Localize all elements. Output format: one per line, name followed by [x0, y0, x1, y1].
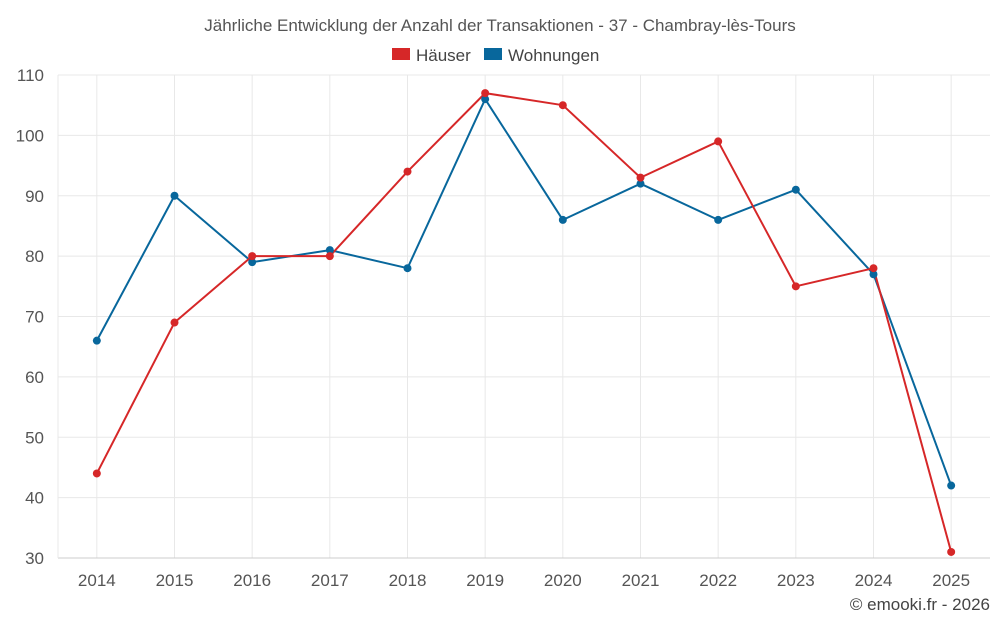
data-point-hauser-2018[interactable]: [403, 167, 412, 176]
x-tick-label: 2014: [78, 571, 116, 590]
series-line-wohnungen: [95, 98, 953, 486]
y-tick-label: 50: [25, 428, 44, 447]
data-point-wohnungen-2021[interactable]: [636, 179, 645, 188]
data-point-hauser-2022[interactable]: [714, 137, 723, 146]
y-tick-label: 80: [25, 247, 44, 266]
data-point-wohnungen-2018[interactable]: [403, 264, 412, 273]
x-tick-label: 2016: [233, 571, 271, 590]
y-tick-label: 100: [16, 126, 44, 145]
y-tick-label: 30: [25, 549, 44, 568]
legend-label-wohnungen[interactable]: Wohnungen: [508, 46, 599, 65]
data-point-hauser-2019[interactable]: [481, 89, 490, 98]
data-point-wohnungen-2020[interactable]: [558, 215, 567, 224]
data-point-wohnungen-2022[interactable]: [714, 215, 723, 224]
gridlines: [58, 74, 990, 558]
x-tick-label: 2024: [855, 571, 893, 590]
data-point-hauser-2023[interactable]: [791, 282, 800, 291]
data-point-wohnungen-2015[interactable]: [170, 191, 179, 200]
y-tick-label: 60: [25, 368, 44, 387]
data-point-wohnungen-2014[interactable]: [92, 336, 101, 345]
data-point-hauser-2017[interactable]: [325, 252, 334, 261]
x-tick-label: 2023: [777, 571, 815, 590]
data-point-hauser-2020[interactable]: [558, 101, 567, 110]
legend-label-hauser[interactable]: Häuser: [416, 46, 471, 65]
credit-text: © emooki.fr - 2026: [850, 595, 990, 614]
data-point-hauser-2016[interactable]: [248, 252, 257, 261]
series-line-hauser: [95, 92, 953, 553]
x-tick-label: 2025: [932, 571, 970, 590]
legend-swatch-hauser[interactable]: [392, 48, 410, 60]
data-point-wohnungen-2016[interactable]: [248, 258, 257, 267]
data-point-wohnungen-2024[interactable]: [869, 270, 878, 279]
series: [92, 89, 956, 556]
x-tick-label: 2020: [544, 571, 582, 590]
y-tick-label: 40: [25, 489, 44, 508]
chart-title: Jährliche Entwicklung der Anzahl der Tra…: [204, 16, 796, 35]
x-tick-label: 2017: [311, 571, 349, 590]
legend-swatch-wohnungen[interactable]: [484, 48, 502, 60]
x-tick-label: 2019: [466, 571, 504, 590]
data-point-wohnungen-2019[interactable]: [481, 95, 490, 104]
data-point-hauser-2014[interactable]: [92, 469, 101, 478]
x-tick-label: 2021: [622, 571, 660, 590]
data-point-wohnungen-2017[interactable]: [325, 246, 334, 255]
y-tick-label: 90: [25, 187, 44, 206]
x-tick-label: 2022: [699, 571, 737, 590]
data-point-hauser-2015[interactable]: [170, 318, 179, 327]
x-tick-label: 2015: [156, 571, 194, 590]
legend: Häuser Wohnungen: [392, 46, 599, 65]
y-tick-label: 110: [17, 66, 44, 85]
data-point-wohnungen-2025[interactable]: [947, 481, 956, 490]
data-point-hauser-2024[interactable]: [869, 264, 878, 273]
y-tick-label: 70: [25, 308, 44, 327]
axes: 30 40 50 60 70 80 90 100 110 2014 2015 2016 2017 2018…: [16, 66, 990, 590]
data-point-hauser-2021[interactable]: [636, 173, 645, 182]
x-tick-label: 2018: [389, 571, 427, 590]
data-point-hauser-2025[interactable]: [947, 547, 956, 556]
data-point-wohnungen-2023[interactable]: [791, 185, 800, 194]
